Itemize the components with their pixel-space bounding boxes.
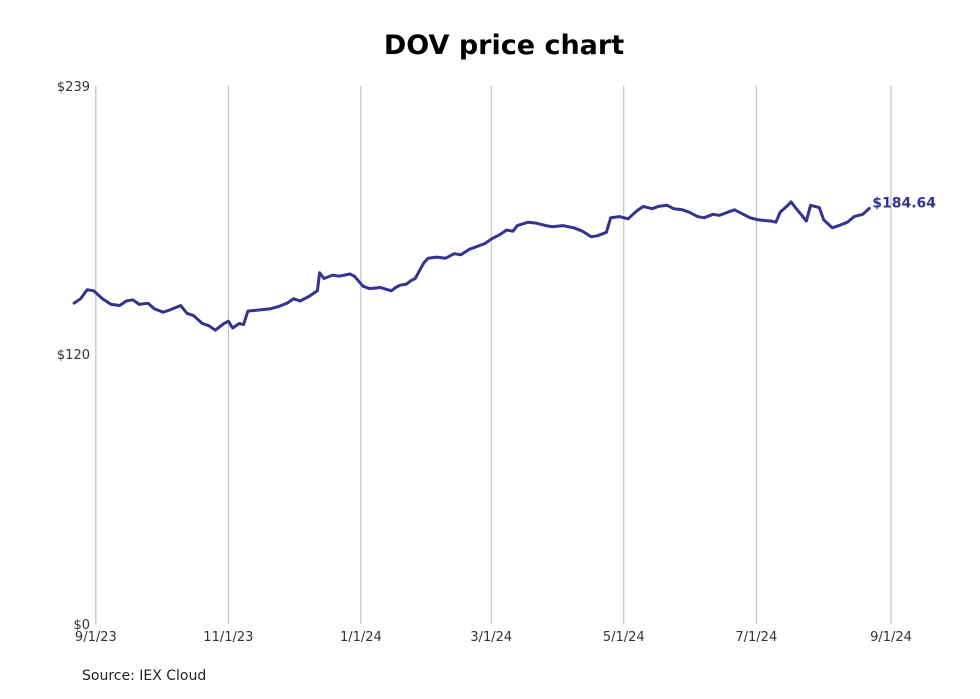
x-tick-label: 11/1/23: [203, 630, 253, 645]
source-note: Source: IEX Cloud: [82, 668, 207, 684]
x-tick-label: 7/1/24: [735, 630, 777, 645]
x-tick-label: 9/1/24: [870, 630, 912, 645]
y-tick-label: $120: [57, 348, 90, 363]
x-axis-ticks: 9/1/23 11/1/23 1/1/24 3/1/24 5/1/24 7/1/24 9/1…: [75, 630, 912, 645]
gridlines: [95, 86, 892, 624]
x-tick-label: 9/1/23: [75, 630, 117, 645]
chart-title: DOV price chart: [383, 30, 625, 61]
x-tick-label: 1/1/24: [340, 630, 382, 645]
y-tick-label: $239: [57, 80, 90, 95]
y-tick-label: $0: [73, 618, 90, 633]
price-series-line: [72, 200, 871, 332]
x-tick-label: 3/1/24: [470, 630, 512, 645]
last-price-label: $184.64: [872, 195, 936, 211]
x-tick-label: 5/1/24: [603, 630, 645, 645]
y-axis-ticks: $239 $120 $0: [57, 80, 90, 633]
